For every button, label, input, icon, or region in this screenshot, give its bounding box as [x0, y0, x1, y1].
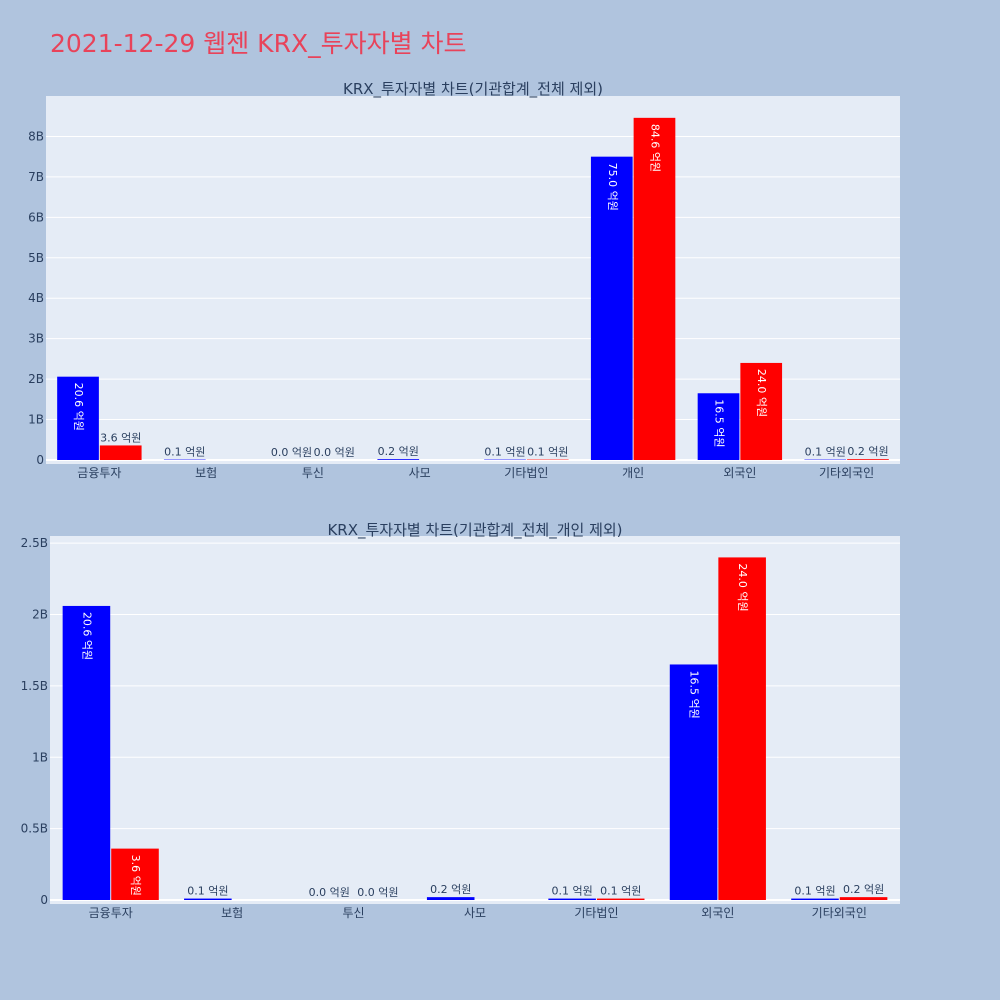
- x-tick-label: 사모: [464, 906, 486, 920]
- bar-series-1: [377, 459, 420, 460]
- page-title: 2021-12-29 웹젠 KRX_투자자별 차트: [50, 29, 467, 58]
- bar-series-1: [590, 156, 633, 460]
- y-tick-label: 2.5B: [21, 536, 48, 550]
- bar-series-1: [62, 605, 111, 900]
- x-tick-label: 투신: [343, 906, 365, 920]
- bar-series-2: [596, 898, 645, 900]
- x-tick-label: 기타법인: [574, 906, 618, 920]
- y-tick-label: 0.5B: [21, 822, 48, 836]
- x-tick-label: 기타외국인: [812, 906, 867, 920]
- y-tick-label: 6B: [28, 210, 44, 224]
- bar-series-2: [718, 557, 766, 900]
- x-tick-label: 기타외국인: [819, 466, 874, 480]
- bar-data-label: 16.5 억원: [688, 670, 701, 718]
- y-tick-label: 5B: [28, 251, 44, 265]
- bar-data-label: 0.0 억원: [314, 446, 355, 459]
- x-tick-label: 기타법인: [504, 466, 548, 480]
- plot-area-2: [50, 536, 900, 904]
- bar-series-1: [57, 376, 99, 460]
- chart-title: KRX_투자자별 차트(기관합계_전체 제외): [343, 80, 603, 99]
- bar-series-1: [791, 898, 839, 900]
- y-tick-label: 2B: [32, 608, 48, 622]
- y-tick-label: 2B: [28, 372, 44, 386]
- x-tick-label: 외국인: [701, 906, 734, 920]
- x-tick-label: 금융투자: [89, 906, 133, 920]
- bar-data-label: 0.0 억원: [357, 886, 398, 899]
- bar-data-label: 3.6 억원: [100, 431, 141, 444]
- y-tick-label: 3B: [28, 332, 44, 346]
- y-tick-label: 1B: [32, 750, 48, 764]
- bar-series-2: [111, 848, 159, 900]
- bar-data-label: 20.6 억원: [72, 383, 85, 431]
- bar-series-1: [548, 898, 596, 900]
- y-tick-label: 0: [40, 893, 48, 907]
- bar-data-label: 20.6 억원: [80, 612, 93, 660]
- bar-data-label: 0.0 억원: [309, 886, 350, 899]
- x-tick-label: 외국인: [723, 466, 756, 480]
- y-tick-label: 4B: [28, 291, 44, 305]
- bar-data-label: 0.0 억원: [271, 446, 312, 459]
- x-tick-label: 사모: [409, 466, 431, 480]
- bar-series-1: [697, 393, 740, 460]
- bar-data-label: 0.1 억원: [794, 885, 835, 898]
- x-tick-label: 보험: [221, 906, 243, 920]
- y-tick-label: 1B: [28, 413, 44, 427]
- bar-data-label: 3.6 억원: [129, 855, 142, 896]
- bar-data-label: 75.0 억원: [606, 163, 619, 211]
- x-tick-label: 개인: [622, 466, 644, 480]
- bar-data-label: 0.1 억원: [805, 446, 846, 459]
- bar-data-label: 24.0 억원: [736, 563, 749, 611]
- bar-data-label: 0.2 억원: [847, 445, 888, 458]
- bar-series-2: [99, 445, 142, 460]
- bar-data-label: 0.1 억원: [187, 885, 228, 898]
- bar-series-2: [633, 117, 676, 460]
- y-tick-label: 0: [36, 453, 44, 467]
- bar-data-label: 0.2 억원: [430, 883, 471, 896]
- bar-data-label: 0.1 억원: [484, 446, 525, 459]
- y-tick-label: 1.5B: [21, 679, 48, 693]
- bar-series-1: [184, 898, 232, 900]
- bar-series-2: [847, 459, 889, 460]
- bar-data-label: 84.6 억원: [648, 124, 661, 172]
- bar-data-label: 24.0 억원: [755, 369, 768, 417]
- bar-data-label: 0.1 억원: [600, 885, 641, 898]
- x-tick-label: 투신: [302, 466, 324, 480]
- y-tick-label: 8B: [28, 129, 44, 143]
- x-tick-label: 보험: [195, 466, 217, 480]
- y-tick-label: 7B: [28, 170, 44, 184]
- bar-series-2: [839, 897, 888, 900]
- bar-data-label: 0.1 억원: [527, 446, 568, 459]
- bar-series-1: [669, 664, 718, 900]
- bar-series-2: [740, 362, 783, 460]
- bar-data-label: 0.2 억원: [378, 445, 419, 458]
- x-tick-label: 금융투자: [77, 466, 121, 480]
- bar-series-1: [426, 897, 475, 900]
- chart-title: KRX_투자자별 차트(기관합계_전체_개인 제외): [327, 521, 622, 540]
- bar-data-label: 16.5 억원: [713, 399, 726, 447]
- bar-data-label: 0.1 억원: [552, 885, 593, 898]
- bar-data-label: 0.2 억원: [843, 883, 884, 896]
- bar-data-label: 0.1 억원: [164, 446, 205, 459]
